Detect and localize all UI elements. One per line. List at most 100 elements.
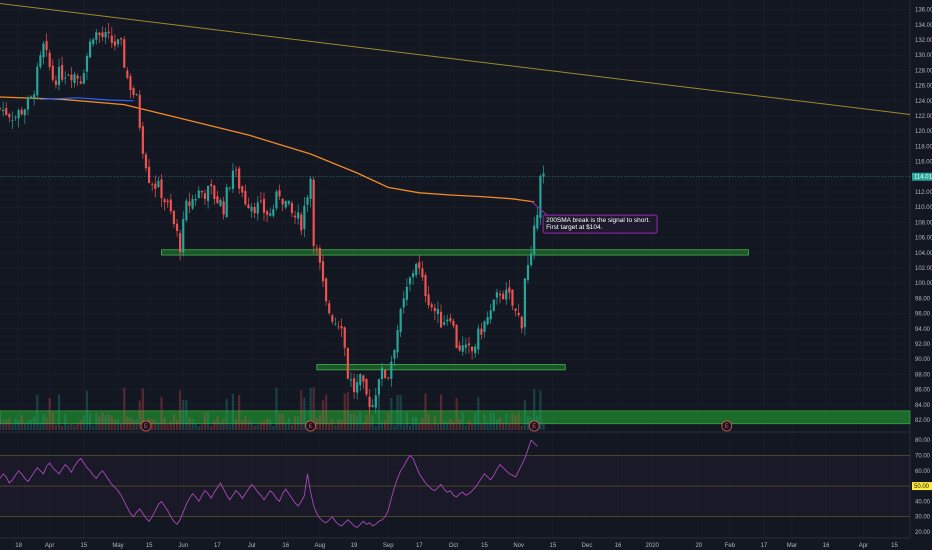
candle-body [234, 169, 238, 171]
volume-bar [533, 389, 536, 430]
candle-body [526, 265, 530, 281]
volume-bar [76, 424, 79, 430]
volume-bar [238, 394, 241, 430]
candle-body [82, 73, 85, 84]
candle-body [309, 178, 312, 199]
volume-bar [402, 424, 405, 430]
candle-body [163, 199, 166, 203]
earnings-marker [528, 420, 540, 432]
volume-bar [207, 412, 210, 430]
candle-body [113, 41, 117, 46]
candle-body [147, 166, 151, 184]
volume-bar [200, 424, 203, 430]
candle-body [287, 200, 290, 204]
volume-bar [290, 424, 294, 430]
candle-body [185, 200, 188, 221]
candle-body [390, 361, 393, 379]
time-tick-label: Aug [315, 543, 326, 549]
candle-body [36, 66, 39, 96]
candle-body [197, 190, 200, 199]
candle-body [325, 278, 328, 302]
candle-body [151, 183, 154, 185]
indicator-lines [0, 3, 911, 203]
candle-body [73, 74, 76, 84]
volume-bar [33, 416, 36, 430]
last-price-tag [912, 172, 932, 181]
candlestick-series [0, 22, 545, 415]
earnings-marker-label: E [532, 424, 536, 430]
volume-bar [107, 414, 110, 430]
candle-body [166, 200, 169, 203]
annotation-text: First target at $104. [546, 224, 603, 231]
time-tick-label: Mar [787, 543, 797, 549]
volume-bar [387, 412, 390, 430]
candle-body [436, 308, 440, 315]
candle-body [536, 215, 539, 229]
volume-bar [480, 423, 483, 430]
annotation-group: E E E E 200SMA break is the signal to short.… [140, 200, 733, 432]
volume-bar [222, 418, 225, 430]
candle-body [303, 205, 306, 229]
price-axis[interactable]: 136.00 134.00 132.00 130.00 128.00 126.00 124.… [912, 8, 932, 536]
volume-bar [495, 419, 499, 430]
volume-bar [275, 387, 278, 430]
candle-body [352, 378, 356, 393]
volume-bar [20, 415, 23, 430]
candle-body [458, 345, 461, 351]
candle-body [380, 367, 384, 380]
candle-body [126, 70, 129, 78]
candle-body [135, 94, 138, 96]
volume-bar [520, 425, 523, 430]
trendline [0, 3, 911, 115]
candle-body [272, 209, 275, 216]
volume-bar [455, 398, 458, 430]
volume-bar [42, 413, 45, 430]
candle-body [207, 185, 210, 201]
volume-bar [321, 400, 325, 430]
candle-body [312, 179, 315, 246]
earnings-marker [140, 420, 152, 432]
volume-bar [213, 420, 216, 430]
candle-body [530, 253, 533, 265]
candle-body [396, 330, 399, 353]
candle-body [54, 80, 57, 85]
volume-bar [492, 413, 495, 430]
volume-bar [309, 387, 312, 430]
volume-bar [61, 425, 64, 430]
candle-body [477, 328, 480, 350]
volume-bar [461, 412, 464, 430]
volume-bar [439, 394, 443, 430]
volume-bar [498, 417, 502, 430]
volume-bar [157, 423, 160, 430]
volume-bar [352, 413, 356, 430]
candle-body [2, 109, 5, 112]
volume-bar [526, 415, 530, 430]
volume-bar [328, 422, 331, 430]
volume-bar [5, 419, 8, 430]
candle-body [70, 74, 73, 81]
volume-bar [486, 422, 489, 430]
volume-bar [64, 413, 67, 430]
time-tick-label: Jul [248, 543, 256, 549]
candle-body [306, 197, 309, 205]
volume-bar [126, 416, 129, 430]
time-axis[interactable]: 18 Apr 15 May 15 Jun 17 Jul 16 Aug 19 Sep 17 Oct 15 Nov… [15, 543, 898, 549]
candle-body [182, 219, 185, 253]
price-tick-label: 86.00 [915, 388, 931, 394]
volume-bar [514, 415, 517, 430]
time-tick-label: 16 [615, 543, 622, 549]
volume-bar [269, 419, 272, 430]
candle-body [61, 64, 64, 80]
candle-body [408, 277, 412, 285]
candle-body [194, 198, 197, 201]
time-tick-label: 18 [15, 543, 22, 549]
candle-body [495, 292, 499, 298]
candle-body [377, 379, 380, 395]
volume-bar [8, 419, 11, 430]
candle-body [0, 108, 2, 109]
candle-body [64, 77, 67, 79]
earnings-marker [305, 420, 316, 432]
volume-bar [411, 418, 415, 430]
candle-body [539, 175, 542, 218]
